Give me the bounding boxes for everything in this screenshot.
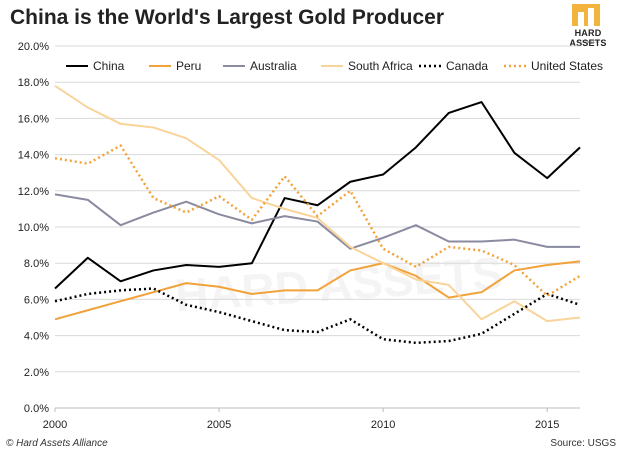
y-tick-label: 10.0% [18, 222, 49, 234]
legend-label: Canada [446, 59, 488, 73]
series-line-china [54, 101, 581, 290]
y-axis-ticks: 0.0% 2.0% 4.0% 6.0% 8.0% 10.0% 12.0% 14.0% 16.0%… [18, 41, 49, 415]
legend-label: Australia [250, 59, 297, 73]
logo-mark-icon [572, 4, 600, 26]
footer-source: Source: USGS [550, 438, 616, 449]
series-line-australia [54, 193, 580, 250]
logo-subtext: ALLIANCE [576, 39, 600, 44]
x-axis-ticks: 2000 2005 2010 2015 [43, 408, 559, 431]
y-tick-label: 6.0% [24, 294, 49, 306]
y-tick-label: 20.0% [18, 41, 49, 53]
y-tick-label: 4.0% [24, 331, 49, 343]
legend-label: China [93, 59, 125, 73]
legend-label: Peru [176, 59, 201, 73]
y-tick-label: 18.0% [18, 77, 49, 89]
y-tick-label: 16.0% [18, 113, 49, 125]
y-tick-label: 14.0% [18, 150, 49, 162]
x-tick-label: 2010 [371, 419, 395, 431]
y-tick-label: 8.0% [24, 258, 49, 270]
x-tick-label: 2015 [535, 419, 559, 431]
x-tick-label: 2005 [207, 419, 231, 431]
footer-copyright: © Hard Assets Alliance [6, 438, 108, 449]
logo-text: HARD ASSETS [569, 28, 607, 48]
y-tick-label: 0.0% [24, 403, 49, 415]
series-line-united-states [54, 144, 581, 298]
y-tick-label: 12.0% [18, 186, 49, 198]
legend: China Peru Australia South Africa Canada Unit… [66, 59, 603, 73]
legend-label: South Africa [348, 59, 413, 73]
brand-logo: HARD ASSETS ALLIANCE [556, 2, 620, 48]
chart-title: China is the World's Largest Gold Produc… [10, 6, 445, 29]
grid-lines [55, 45, 580, 409]
series-lines [54, 84, 581, 345]
series-line-south-africa [54, 84, 581, 323]
watermark: HARD ASSETS [173, 247, 504, 322]
series-line-canada [54, 287, 581, 345]
legend-label: United States [531, 59, 603, 73]
y-tick-label: 2.0% [24, 367, 49, 379]
series-line-peru [54, 260, 581, 321]
x-tick-label: 2000 [43, 419, 67, 431]
